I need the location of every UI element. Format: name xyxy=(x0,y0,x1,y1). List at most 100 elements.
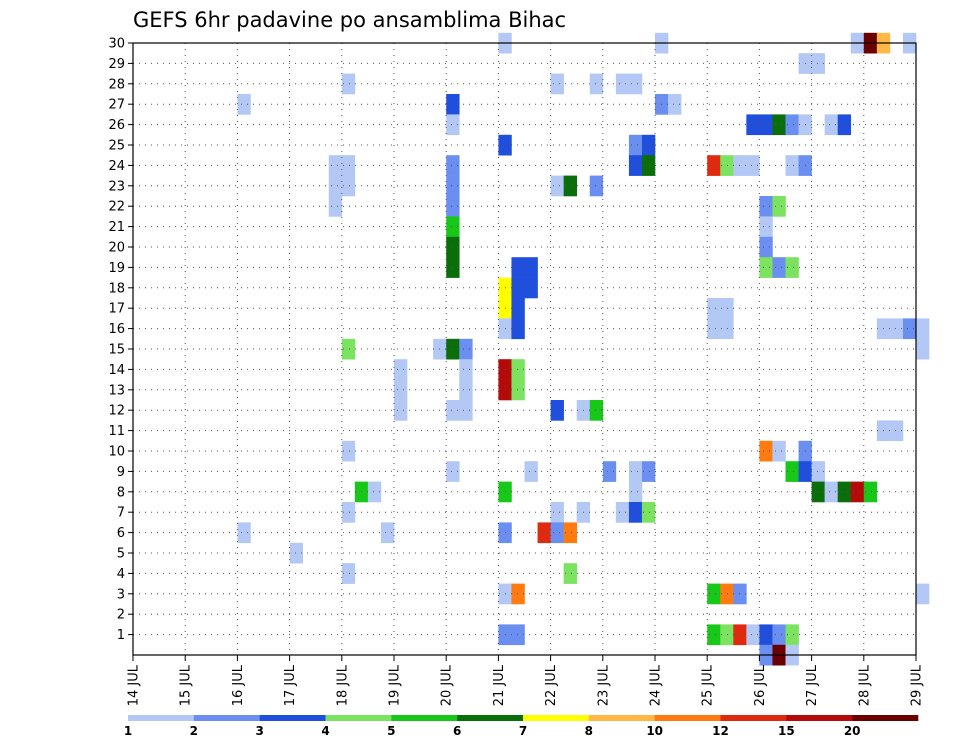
y-tick-label: 16 xyxy=(108,322,125,337)
heatmap-cell xyxy=(628,461,643,482)
heatmap-cell xyxy=(916,338,930,360)
heatmap-cell xyxy=(785,114,799,136)
heatmap-cell xyxy=(811,53,825,74)
heatmap-cell xyxy=(237,94,251,115)
heatmap-cell xyxy=(563,522,577,544)
y-tick-label: 17 xyxy=(108,302,125,317)
x-tick-label: 21 JUL xyxy=(492,664,507,706)
heatmap-cell xyxy=(446,216,460,238)
y-tick-label: 21 xyxy=(108,220,125,235)
heatmap-cell xyxy=(511,298,525,319)
colorbar-label: 5 xyxy=(387,724,395,738)
heatmap-cell xyxy=(641,155,656,176)
y-tick-label: 3 xyxy=(117,587,125,602)
heatmap-cell xyxy=(707,155,721,176)
heatmap-cell xyxy=(668,94,682,115)
heatmap-cell xyxy=(394,359,408,380)
heatmap-cell xyxy=(341,155,356,176)
colorbar: 1 2 3 4 5 6 7 8 10 12 15 20 xyxy=(124,715,919,738)
heatmap-cell xyxy=(628,155,643,176)
heatmap-cell xyxy=(602,461,617,482)
heatmap-cell xyxy=(628,481,643,503)
y-tick-label: 23 xyxy=(108,179,125,194)
heatmap-cell xyxy=(837,481,852,503)
heatmap-cell xyxy=(628,502,643,523)
heatmap-cell xyxy=(720,155,734,176)
heatmap-cell xyxy=(641,134,656,156)
y-tick-label: 4 xyxy=(117,567,125,582)
heatmap-cell xyxy=(785,624,799,646)
heatmap-cell xyxy=(772,440,786,462)
heatmap-cell xyxy=(341,502,356,523)
heatmap-cell xyxy=(341,338,356,360)
x-tick-label: 20 JUL xyxy=(440,664,455,706)
y-tick-label: 19 xyxy=(108,261,125,276)
heatmap-cell xyxy=(446,175,460,197)
heatmap-cell xyxy=(772,624,786,646)
heatmap-cell xyxy=(394,379,408,401)
heatmap-cell xyxy=(772,257,786,278)
heatmap-cell xyxy=(772,196,786,217)
y-tick-label: 24 xyxy=(108,159,125,174)
heatmap-cell xyxy=(511,277,525,299)
heatmap-cell xyxy=(628,73,643,95)
y-tick-label: 6 xyxy=(117,526,125,541)
heatmap-cell xyxy=(328,175,343,197)
heatmap-cell xyxy=(824,114,838,136)
y-tick-label: 8 xyxy=(117,485,125,500)
heatmap-cell xyxy=(524,257,538,278)
heatmap-cell xyxy=(628,134,643,156)
heatmap-cell xyxy=(446,196,460,217)
heatmap-cell xyxy=(615,502,630,523)
heatmap-cell xyxy=(707,583,721,605)
heatmap-cell xyxy=(720,624,734,646)
heatmap-cell xyxy=(341,73,356,95)
y-tick-label: 11 xyxy=(108,424,125,439)
colorbar-label: 15 xyxy=(778,724,795,738)
heatmap-cell xyxy=(746,624,760,646)
heatmap-cell xyxy=(511,257,525,278)
x-axis: 14 JUL 15 JUL 16 JUL 17 JUL 18 JUL 19 JUL 20 J… xyxy=(127,655,925,706)
heatmap-cell xyxy=(759,216,773,238)
heatmap-cell xyxy=(511,379,525,401)
y-axis: 1234567891011121314151617181920212223242… xyxy=(108,37,133,643)
heatmap-cell xyxy=(759,196,773,217)
heatmap-cell xyxy=(746,155,760,176)
colorbar-swatch xyxy=(588,715,655,721)
heatmap-cell xyxy=(550,73,564,95)
y-tick-label: 7 xyxy=(117,506,125,521)
x-tick-label: 24 JUL xyxy=(649,664,664,706)
x-tick-label: 27 JUL xyxy=(805,664,820,706)
heatmap-cell xyxy=(902,318,917,340)
heatmap-cell xyxy=(889,420,904,442)
heatmap-cell xyxy=(550,522,564,544)
colorbar-swatch xyxy=(654,715,721,721)
heatmap-cell xyxy=(759,114,773,136)
colorbar-label: 7 xyxy=(519,724,527,738)
colorbar-label: 3 xyxy=(255,724,263,738)
y-tick-label: 29 xyxy=(108,57,125,72)
colorbar-swatch xyxy=(457,715,524,721)
heatmap-cell xyxy=(824,481,838,503)
heatmap-cell xyxy=(511,318,525,340)
y-tick-label: 28 xyxy=(108,77,125,92)
x-tick-label: 19 JUL xyxy=(388,664,403,706)
heatmap-cell xyxy=(446,236,460,258)
y-tick-label: 10 xyxy=(108,445,125,460)
y-tick-label: 13 xyxy=(108,383,125,398)
heatmap-cell xyxy=(446,338,460,360)
colorbar-swatch xyxy=(852,715,919,721)
x-tick-label: 15 JUL xyxy=(179,664,194,706)
colorbar-swatch xyxy=(391,715,458,721)
heatmap-cell xyxy=(615,73,630,95)
grid-lines xyxy=(133,42,916,655)
y-tick-label: 20 xyxy=(108,241,125,256)
y-tick-label: 15 xyxy=(108,343,125,358)
heatmap-cell xyxy=(459,359,473,380)
colorbar-swatch xyxy=(193,715,260,721)
y-tick-label: 25 xyxy=(108,139,125,154)
heatmap-cell xyxy=(394,400,408,421)
heatmap-cell xyxy=(550,175,564,197)
x-tick-label: 22 JUL xyxy=(544,664,559,706)
